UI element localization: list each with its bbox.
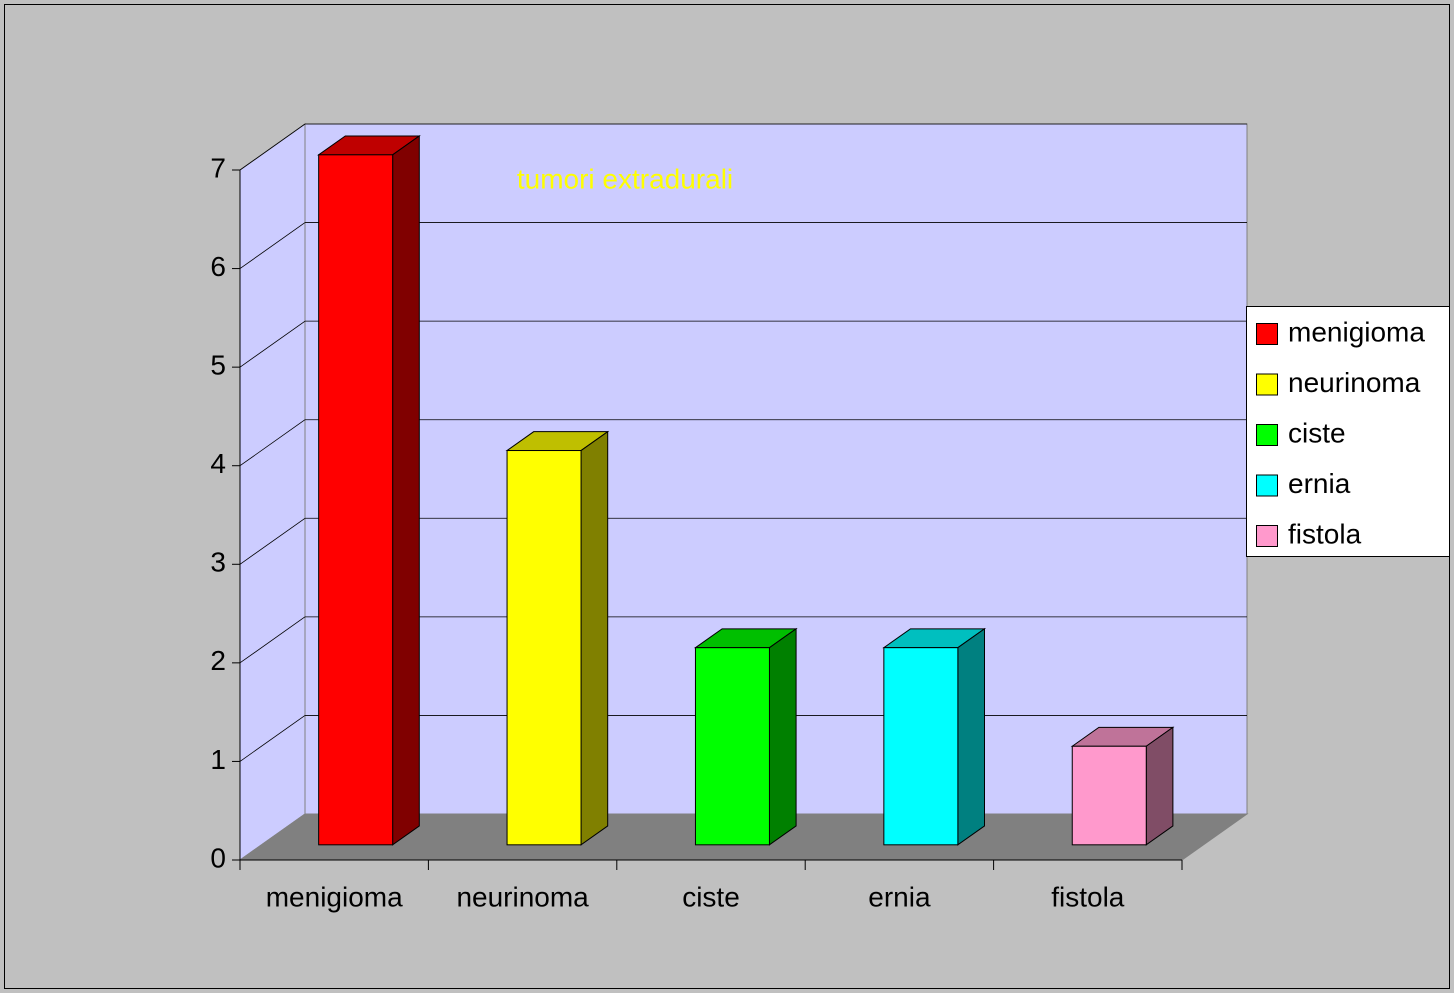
grid-line [239, 616, 306, 664]
legend-label: menigioma [1288, 316, 1425, 347]
legend-swatch [1256, 373, 1278, 396]
y-tick-label: 2 [210, 645, 226, 676]
legend-label: neurinoma [1288, 367, 1421, 398]
bar-side [580, 430, 609, 846]
legend-swatch [1256, 424, 1278, 446]
legend [1246, 306, 1450, 557]
chart-title: tumori extradurali [517, 163, 733, 194]
bar [694, 647, 770, 846]
legend-swatch [1256, 525, 1278, 547]
grid-line [239, 222, 306, 269]
legend-label: ciste [1288, 417, 1346, 448]
bar-side [1145, 726, 1174, 846]
x-tick-label: ernia [868, 881, 931, 912]
y-tick-label: 0 [210, 842, 226, 873]
y-tick-label: 7 [210, 152, 226, 183]
bar [318, 154, 394, 846]
y-tick-label: 3 [210, 547, 226, 578]
side-wall [239, 123, 306, 861]
grid-line [239, 517, 306, 565]
bar-side [957, 627, 985, 846]
bar [506, 450, 582, 846]
x-tick-label: menigioma [266, 881, 403, 912]
x-tick-label: fistola [1051, 881, 1125, 912]
y-tick-label: 6 [210, 251, 226, 282]
y-tick-label: 4 [210, 448, 226, 479]
legend-label: ernia [1288, 468, 1351, 499]
legend-swatch [1256, 323, 1278, 345]
bar-side [768, 627, 797, 846]
grid-line [239, 123, 306, 171]
grid-line [239, 320, 306, 368]
bar-side [392, 134, 420, 846]
y-tick-label: 5 [210, 350, 226, 381]
bar [883, 647, 959, 846]
grid-line [239, 715, 306, 762]
x-tick-label: ciste [682, 881, 740, 912]
bar [1071, 745, 1147, 846]
y-tick-label: 1 [210, 744, 226, 775]
legend-swatch [1256, 474, 1278, 497]
x-tick-label: neurinoma [456, 881, 589, 912]
grid-line [239, 419, 306, 467]
legend-label: fistola [1288, 518, 1362, 549]
